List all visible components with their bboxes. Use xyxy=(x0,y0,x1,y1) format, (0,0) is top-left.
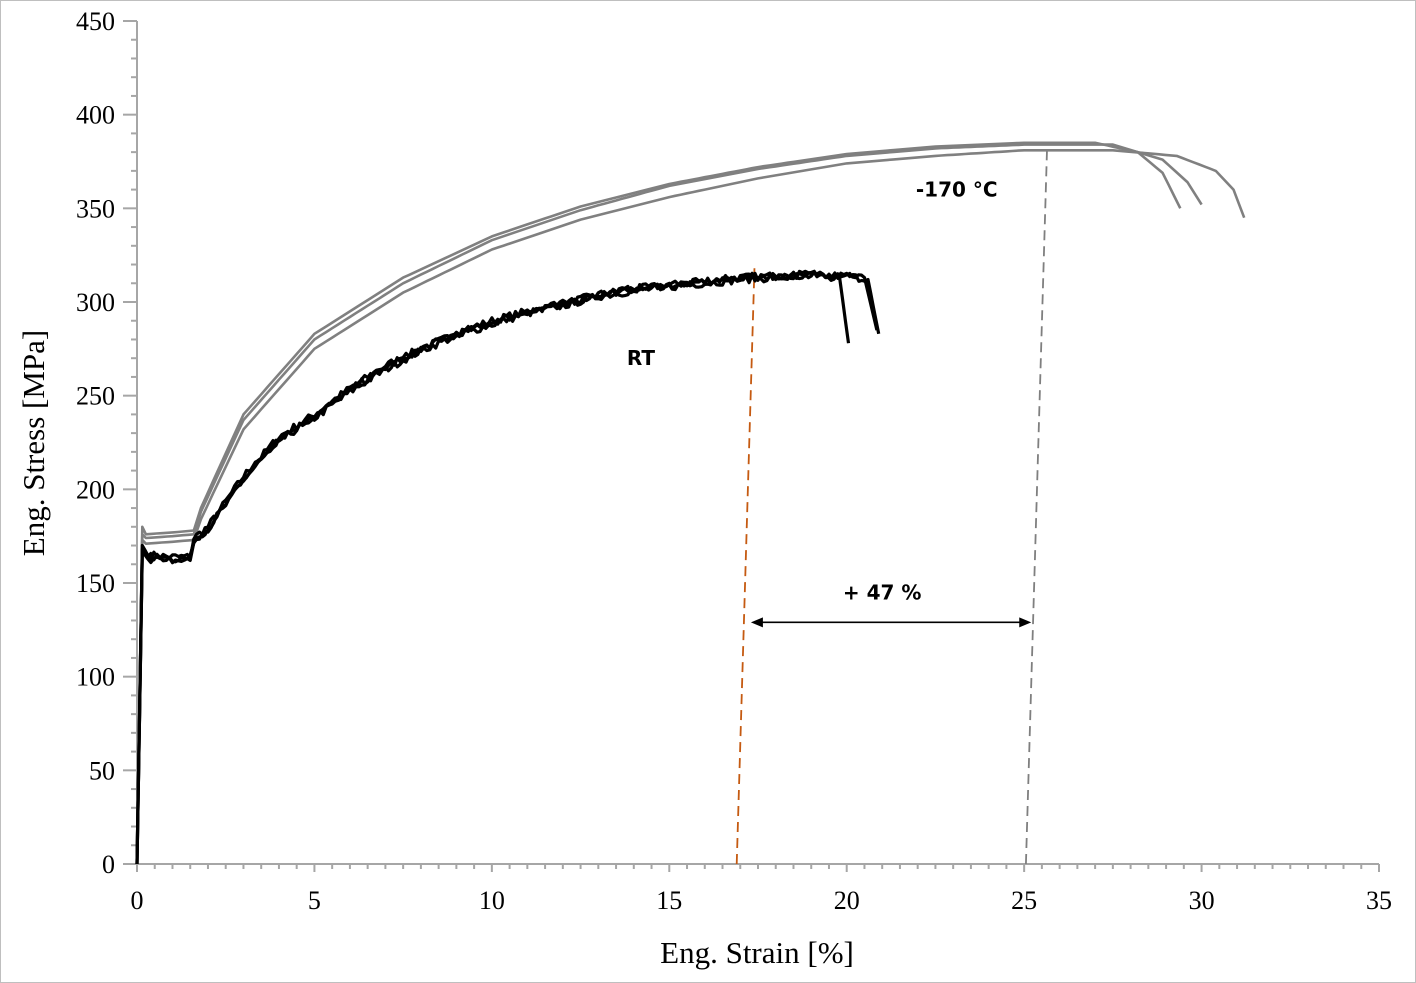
y-tick-label: 250 xyxy=(76,382,115,411)
dashed-reference-line-1 xyxy=(735,268,756,865)
y-tick-label: 100 xyxy=(76,663,115,692)
x-tick-label: 5 xyxy=(308,886,321,915)
y-tick-label: 200 xyxy=(76,475,115,504)
x-tick-label: 25 xyxy=(1011,886,1037,915)
rt-curve-5 xyxy=(135,270,881,865)
dashed-reference-line-2 xyxy=(1025,142,1049,865)
y-tick-label: 50 xyxy=(89,756,115,785)
x-tick-label: 30 xyxy=(1189,886,1215,915)
arrow-head-right xyxy=(1019,617,1032,628)
y-tick-label: 0 xyxy=(102,850,115,879)
rt-curve-6 xyxy=(135,269,879,865)
axes: 0 5 10 15 20 25 30 3505010015020025030035040045… xyxy=(76,7,1392,915)
arrow-head-left xyxy=(750,617,763,628)
rt-curve-4 xyxy=(135,270,851,865)
series-lines xyxy=(135,141,1246,865)
y-tick-label: 400 xyxy=(76,101,115,130)
y-tick-label: 450 xyxy=(76,7,115,36)
x-axis-label: Eng. Strain [%] xyxy=(660,935,854,970)
cryo-curve-2 xyxy=(135,143,1203,865)
annotation-label: RT xyxy=(627,346,656,370)
y-tick-label: 300 xyxy=(76,288,115,317)
x-tick-label: 35 xyxy=(1366,886,1392,915)
cryo-curve-3 xyxy=(135,149,1246,865)
cryo-curve-1 xyxy=(135,141,1182,865)
y-tick-label: 350 xyxy=(76,194,115,223)
x-tick-label: 10 xyxy=(479,886,505,915)
y-axis-label: Eng. Stress [MPa] xyxy=(16,330,51,556)
annotation-label: -170 °C xyxy=(916,178,998,202)
x-tick-label: 20 xyxy=(834,886,860,915)
reference-lines xyxy=(735,142,1049,865)
x-tick-label: 0 xyxy=(131,886,144,915)
x-tick-label: 15 xyxy=(656,886,682,915)
y-tick-label: 150 xyxy=(76,569,115,598)
annotations: RT -170 °C + 47 % xyxy=(627,178,998,605)
annotation-label: + 47 % xyxy=(843,580,922,604)
